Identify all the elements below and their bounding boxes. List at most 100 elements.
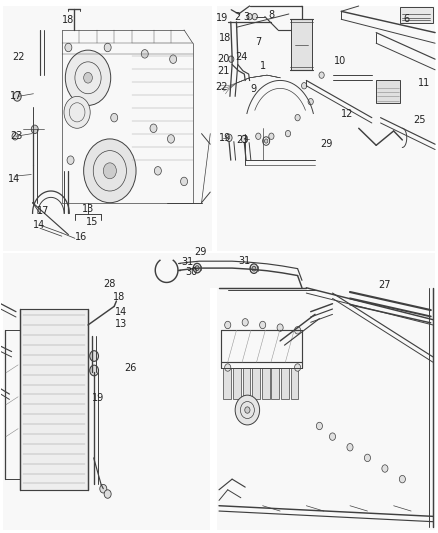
Circle shape (241, 135, 247, 143)
Circle shape (65, 43, 72, 52)
Circle shape (269, 133, 274, 140)
Circle shape (252, 266, 256, 271)
Text: 13: 13 (82, 204, 94, 214)
Circle shape (170, 55, 177, 63)
Text: 15: 15 (86, 217, 99, 228)
Circle shape (167, 135, 174, 143)
Circle shape (225, 321, 231, 329)
Circle shape (294, 327, 300, 334)
Circle shape (229, 56, 234, 62)
Text: 11: 11 (418, 78, 430, 88)
Circle shape (104, 490, 111, 498)
Text: 22: 22 (12, 52, 25, 61)
Bar (3, 288, 210, 530)
Bar (233, 368, 241, 399)
Bar (290, 368, 298, 399)
Circle shape (265, 139, 268, 143)
Text: 1: 1 (260, 61, 266, 71)
Text: 17: 17 (37, 206, 49, 216)
Text: 26: 26 (125, 362, 137, 373)
Text: 19: 19 (92, 393, 104, 403)
Text: 22: 22 (215, 82, 227, 92)
Text: 19: 19 (219, 133, 231, 143)
Circle shape (106, 161, 113, 169)
Circle shape (154, 166, 161, 175)
Bar (262, 368, 270, 399)
Text: 13: 13 (115, 319, 127, 329)
Text: 3: 3 (244, 12, 250, 22)
Circle shape (247, 13, 252, 20)
Text: 14: 14 (8, 174, 20, 184)
Text: 18: 18 (219, 33, 232, 43)
Text: 23: 23 (10, 131, 22, 141)
Text: 30: 30 (186, 267, 198, 277)
Text: 9: 9 (251, 84, 257, 94)
Text: 17: 17 (10, 91, 22, 101)
Circle shape (150, 124, 157, 133)
Bar (272, 368, 279, 399)
Circle shape (252, 13, 258, 20)
Circle shape (260, 321, 266, 329)
Circle shape (104, 43, 111, 52)
Circle shape (12, 133, 18, 140)
Circle shape (90, 365, 99, 376)
Text: 14: 14 (115, 306, 127, 317)
Circle shape (13, 92, 21, 101)
Text: 24: 24 (236, 52, 248, 61)
Circle shape (319, 72, 324, 78)
Text: 18: 18 (113, 292, 126, 302)
Circle shape (84, 72, 92, 83)
Circle shape (84, 139, 136, 203)
Text: 14: 14 (33, 220, 45, 230)
Circle shape (69, 103, 76, 111)
Circle shape (294, 364, 300, 371)
Circle shape (195, 266, 199, 270)
Circle shape (141, 50, 148, 58)
Text: 18: 18 (62, 15, 74, 26)
Circle shape (382, 465, 388, 472)
Circle shape (226, 134, 232, 142)
Bar (223, 368, 231, 399)
Text: 8: 8 (268, 10, 275, 20)
Text: 7: 7 (255, 37, 261, 47)
Circle shape (301, 83, 307, 89)
Circle shape (256, 133, 261, 140)
Text: 2: 2 (234, 12, 240, 22)
Circle shape (364, 454, 371, 462)
Circle shape (242, 319, 248, 326)
Circle shape (103, 163, 117, 179)
Bar (252, 368, 260, 399)
Text: 28: 28 (103, 279, 115, 289)
Circle shape (100, 484, 107, 493)
Circle shape (399, 475, 406, 483)
Bar (291, 19, 312, 70)
Circle shape (111, 114, 118, 122)
Circle shape (263, 137, 270, 146)
Circle shape (286, 131, 290, 137)
Bar (3, 6, 212, 251)
Circle shape (329, 433, 336, 440)
Text: 31: 31 (181, 257, 194, 267)
Bar (281, 368, 289, 399)
Circle shape (250, 264, 258, 273)
Circle shape (295, 115, 300, 121)
Circle shape (316, 422, 322, 430)
Text: 6: 6 (404, 14, 410, 24)
Circle shape (308, 99, 313, 105)
Text: 27: 27 (378, 280, 390, 289)
Bar (400, 7, 433, 23)
Text: 31: 31 (238, 256, 251, 266)
Bar (217, 6, 435, 251)
Circle shape (235, 395, 260, 425)
Circle shape (277, 324, 283, 332)
Circle shape (180, 177, 187, 185)
Bar (243, 368, 251, 399)
Circle shape (347, 443, 353, 451)
Text: 23: 23 (236, 135, 248, 145)
Bar (217, 288, 435, 530)
Text: 19: 19 (216, 13, 229, 23)
Circle shape (67, 156, 74, 165)
Circle shape (193, 263, 201, 273)
Circle shape (65, 50, 111, 106)
Text: 20: 20 (217, 54, 230, 64)
